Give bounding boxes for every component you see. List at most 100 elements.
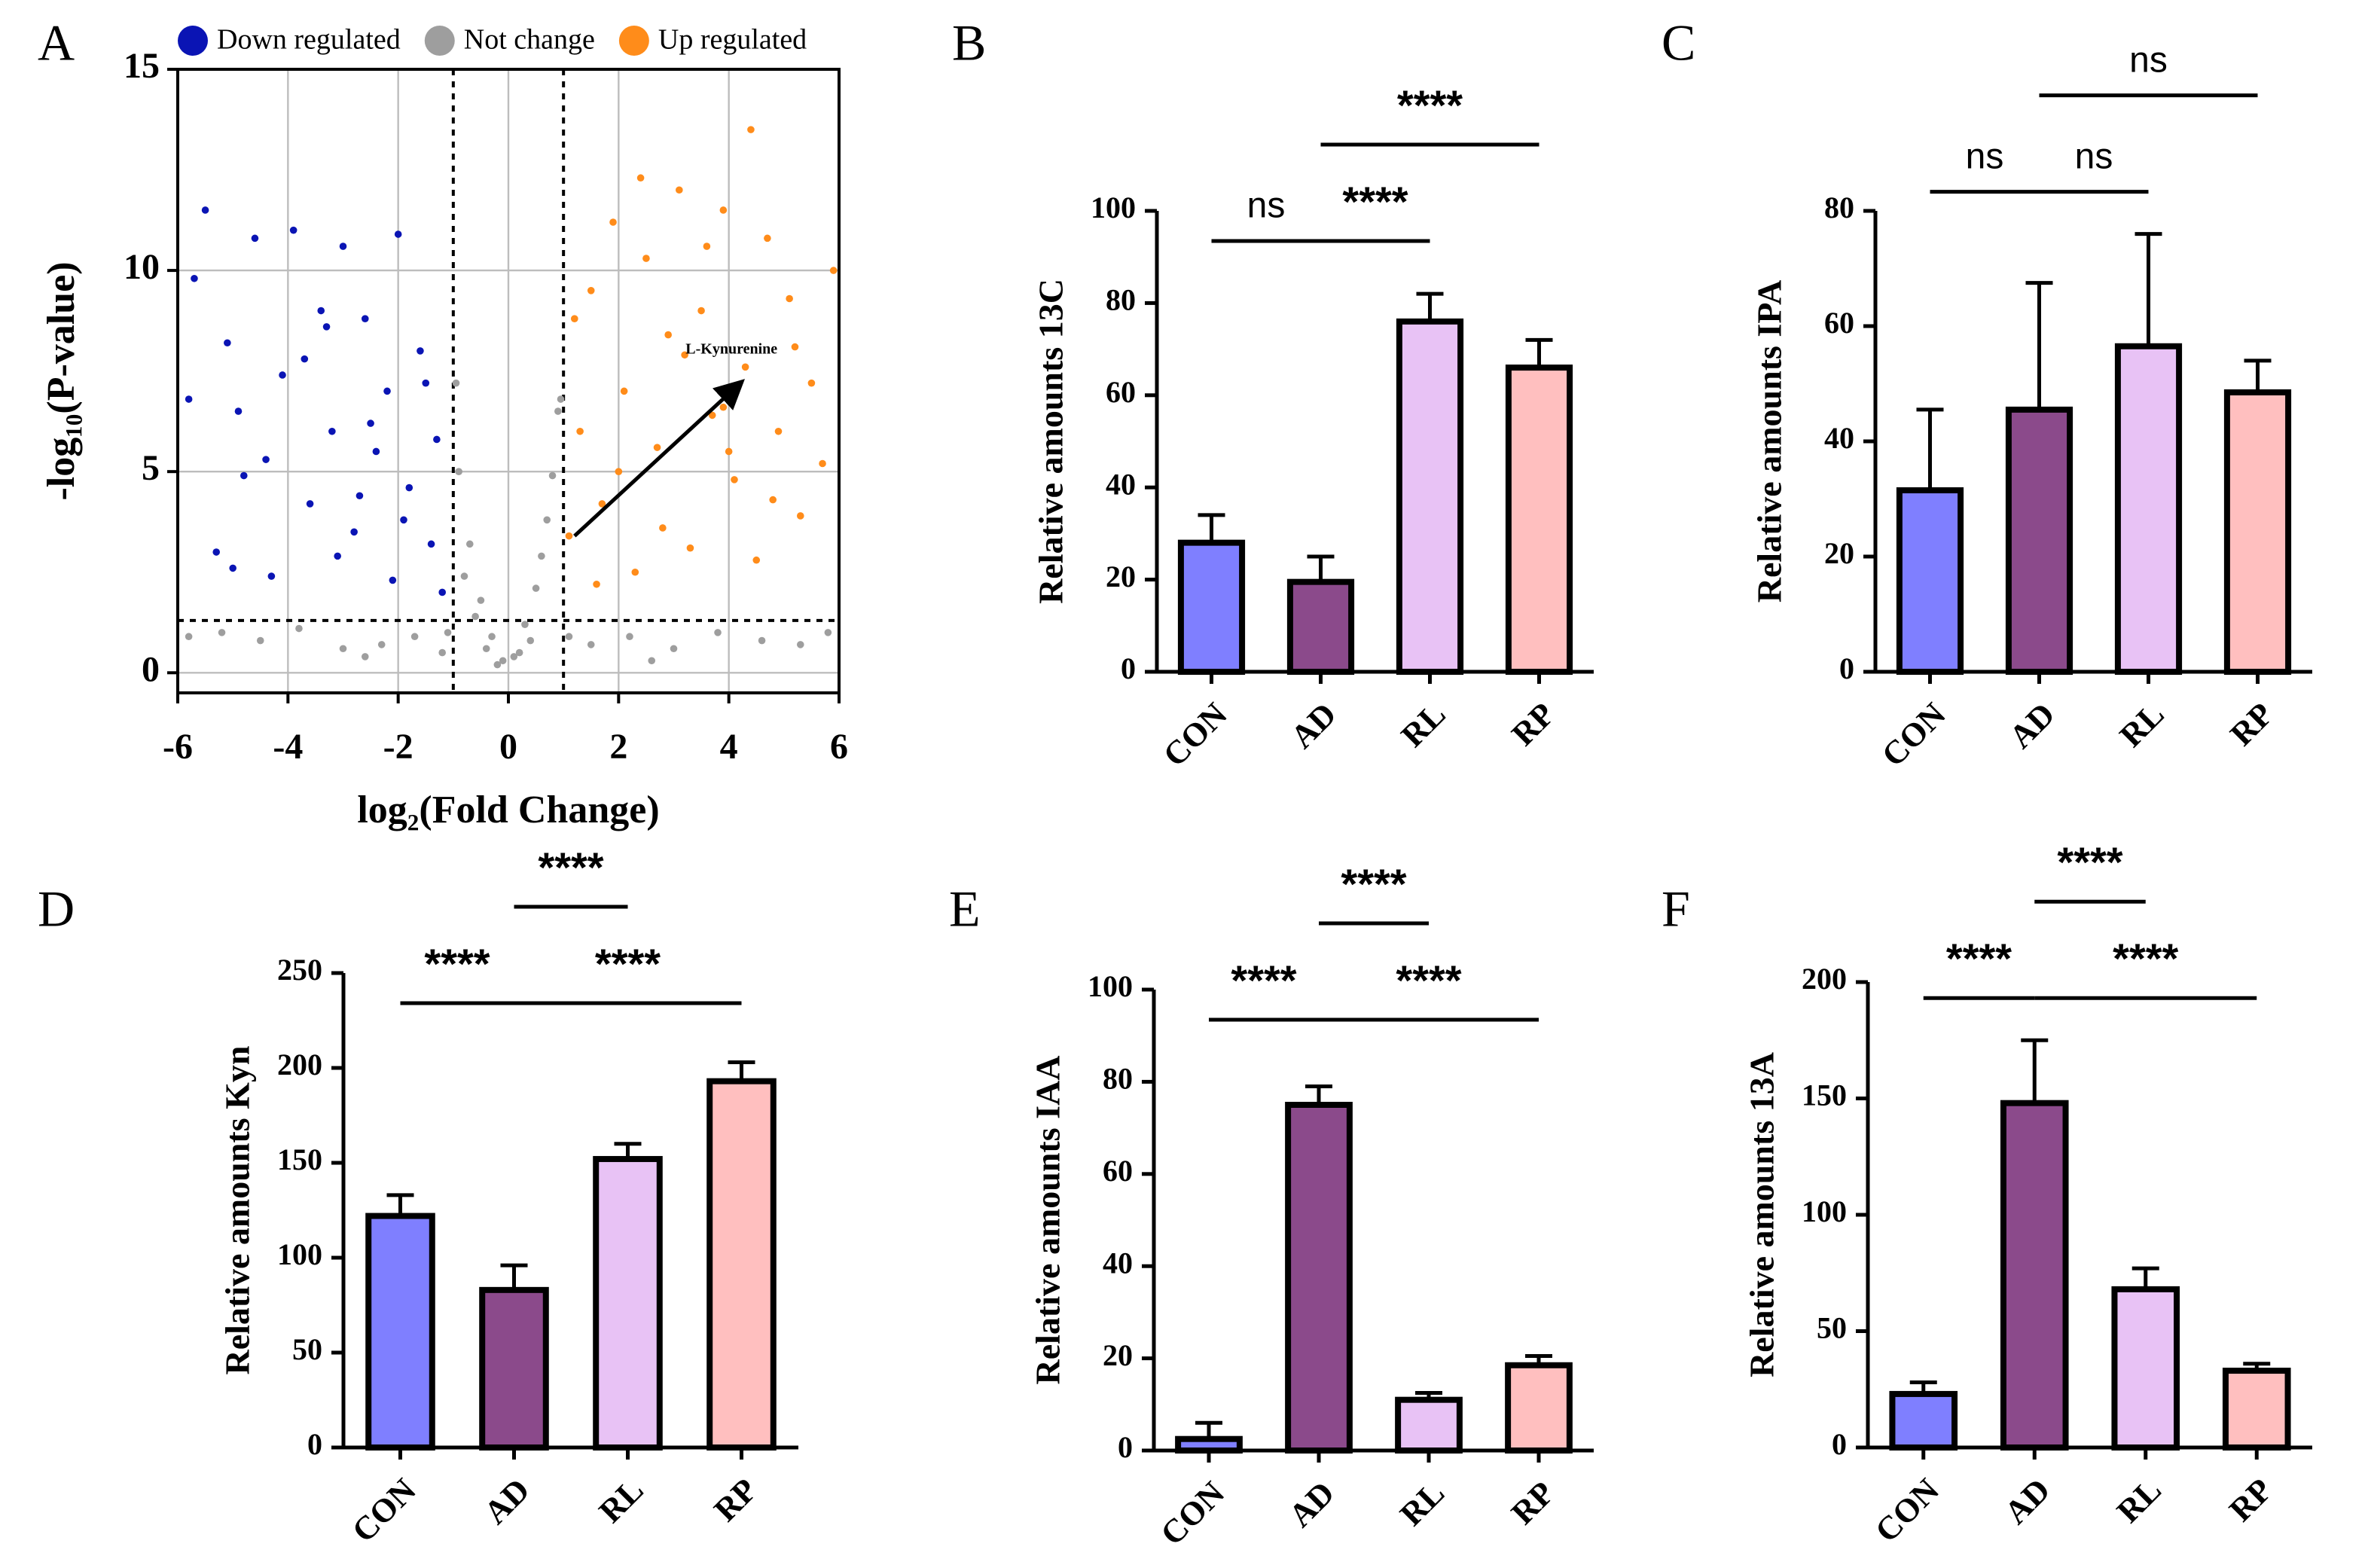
point bbox=[714, 629, 722, 636]
point bbox=[452, 379, 460, 387]
panel-letter: E bbox=[949, 880, 981, 938]
point bbox=[185, 633, 193, 641]
significance-label: **** bbox=[1342, 178, 1408, 225]
y-axis-label: Relative amounts IPA bbox=[1750, 280, 1789, 602]
point bbox=[339, 243, 347, 250]
point bbox=[389, 576, 397, 584]
point bbox=[361, 315, 369, 323]
bar bbox=[1286, 578, 1355, 675]
point bbox=[681, 351, 688, 359]
x-tick-label: RP bbox=[1504, 1475, 1561, 1532]
point bbox=[438, 588, 446, 596]
x-tick-label: RL bbox=[1394, 696, 1453, 755]
significance-label: ns bbox=[2129, 40, 2168, 80]
point bbox=[488, 633, 496, 641]
point bbox=[686, 544, 694, 552]
point bbox=[819, 459, 826, 468]
point bbox=[719, 403, 728, 411]
point bbox=[571, 315, 578, 323]
y-tick-label: 10 bbox=[124, 247, 160, 287]
point bbox=[317, 307, 325, 315]
y-tick-label: 20 bbox=[1103, 1338, 1133, 1372]
point bbox=[301, 355, 309, 363]
bar bbox=[2223, 389, 2292, 675]
point bbox=[460, 572, 468, 580]
x-tick-label: CON bbox=[1153, 1474, 1231, 1552]
point bbox=[234, 407, 243, 415]
x-tick-label: AD bbox=[1283, 696, 1344, 756]
y-tick-label: 250 bbox=[277, 953, 322, 987]
y-tick-label: 100 bbox=[1802, 1194, 1847, 1228]
point bbox=[796, 512, 804, 520]
point bbox=[697, 307, 705, 315]
point bbox=[521, 621, 529, 628]
point bbox=[659, 524, 667, 532]
y-tick-label: 60 bbox=[1824, 306, 1854, 340]
x-tick-label: RL bbox=[2113, 696, 2171, 755]
bar bbox=[2114, 343, 2183, 675]
y-tick-label: 200 bbox=[1802, 962, 1847, 996]
bar bbox=[1396, 318, 1464, 675]
y-tick-label: 150 bbox=[277, 1142, 322, 1176]
x-tick-label: CON bbox=[1156, 695, 1234, 773]
point bbox=[328, 427, 336, 435]
x-tick-label: RP bbox=[1505, 696, 1562, 753]
legend-label: Not change bbox=[464, 24, 595, 56]
x-tick-label: RP bbox=[2223, 696, 2281, 753]
point bbox=[405, 484, 413, 492]
point bbox=[626, 633, 633, 641]
point bbox=[185, 395, 193, 403]
y-tick-label: 15 bbox=[124, 46, 160, 86]
point bbox=[201, 206, 209, 214]
point bbox=[609, 218, 617, 226]
point bbox=[515, 648, 523, 657]
point bbox=[322, 323, 331, 331]
y-axis-label: Relative amounts Kyn bbox=[218, 1046, 257, 1375]
y-tick-label: 150 bbox=[1802, 1078, 1847, 1112]
point bbox=[719, 206, 728, 214]
point bbox=[786, 294, 793, 303]
x-tick-label: AD bbox=[1282, 1475, 1342, 1535]
point bbox=[262, 456, 270, 463]
y-tick-label: 5 bbox=[142, 448, 160, 488]
point bbox=[807, 379, 816, 387]
y-tick-label: 20 bbox=[1106, 560, 1136, 593]
significance-label: **** bbox=[1396, 956, 1461, 1004]
point bbox=[587, 641, 595, 648]
point bbox=[565, 532, 573, 540]
point bbox=[306, 500, 314, 508]
bar bbox=[2000, 1100, 2069, 1451]
point bbox=[465, 540, 474, 548]
point bbox=[361, 653, 369, 660]
y-axis-label: Relative amounts 13A bbox=[1743, 1052, 1781, 1377]
panel-letter: C bbox=[1662, 14, 1695, 72]
point bbox=[774, 427, 783, 435]
point bbox=[471, 612, 479, 621]
point bbox=[218, 629, 226, 636]
point bbox=[598, 500, 606, 508]
point bbox=[642, 255, 650, 262]
y-tick-label: 60 bbox=[1103, 1154, 1133, 1188]
point bbox=[752, 556, 761, 564]
bar bbox=[2111, 1286, 2180, 1451]
x-tick-label: RL bbox=[2110, 1472, 2168, 1530]
y-tick-label: 80 bbox=[1824, 191, 1854, 224]
bar bbox=[593, 1155, 663, 1451]
point bbox=[557, 395, 565, 403]
panel-letter: B bbox=[952, 14, 986, 72]
y-tick-label: 0 bbox=[1832, 1427, 1847, 1461]
y-axis-label: -log₁₀(P-value) bbox=[40, 261, 83, 500]
significance-label: **** bbox=[1397, 81, 1463, 129]
x-tick-label: AD bbox=[1997, 1472, 2058, 1532]
x-tick-label: RL bbox=[592, 1472, 651, 1530]
point bbox=[731, 476, 738, 484]
x-tick-label: RP bbox=[707, 1472, 764, 1529]
y-tick-label: 0 bbox=[142, 649, 160, 689]
point bbox=[703, 243, 711, 250]
point bbox=[725, 447, 733, 456]
point bbox=[339, 645, 347, 653]
y-axis-label: Relative amounts 13C bbox=[1032, 279, 1070, 604]
y-tick-label: 40 bbox=[1824, 421, 1854, 455]
x-tick-label: 6 bbox=[830, 727, 848, 767]
bar bbox=[1395, 1396, 1463, 1454]
